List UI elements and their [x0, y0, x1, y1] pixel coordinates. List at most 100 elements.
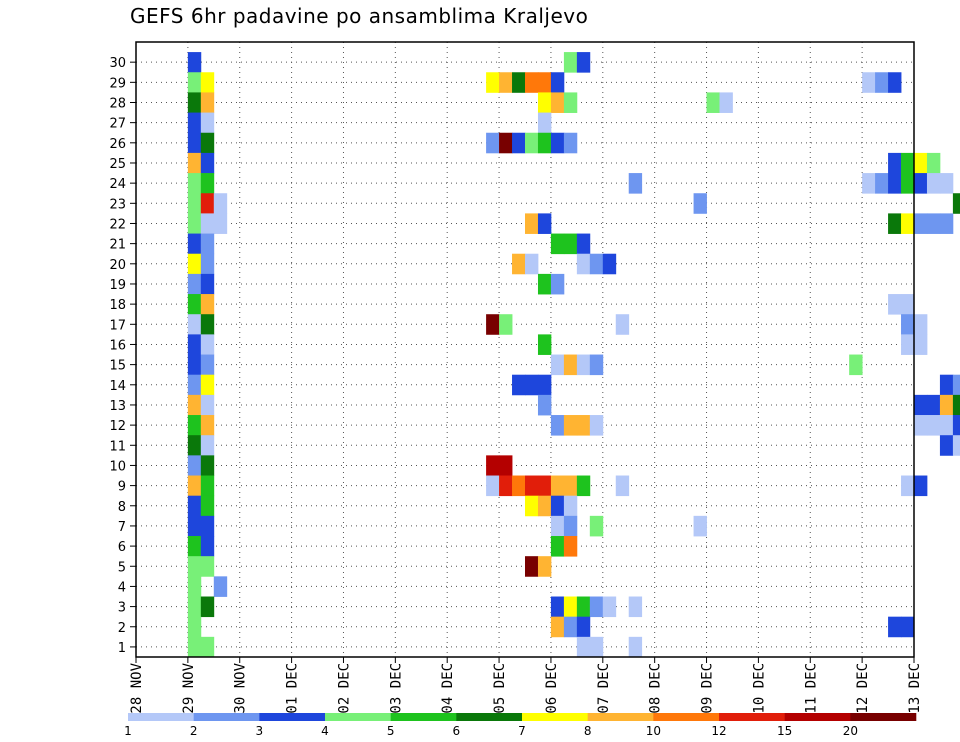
heat-cell [187, 334, 202, 355]
heat-cell [550, 415, 565, 436]
heat-cell [550, 72, 565, 93]
heat-cell [200, 253, 215, 275]
heat-cell [563, 616, 578, 638]
heat-cell [187, 616, 202, 638]
heat-cell [693, 515, 707, 537]
y-tick-label: 27 [109, 117, 126, 132]
heat-cell [939, 394, 954, 416]
heat-cell [589, 515, 604, 537]
heat-cell [939, 374, 954, 396]
heat-cell [901, 173, 915, 194]
heat-cell [563, 354, 578, 376]
heat-cell [525, 72, 539, 93]
legend-swatch [587, 713, 654, 721]
y-tick-label: 14 [109, 379, 126, 394]
heat-cell [200, 334, 215, 355]
heat-cell [499, 475, 513, 497]
y-tick-label: 9 [118, 480, 126, 495]
heat-cell [187, 394, 202, 416]
heat-cell [888, 213, 902, 234]
heat-cell [901, 152, 915, 174]
heat-cell [200, 596, 215, 618]
heat-cell [849, 354, 863, 376]
heat-cell [576, 52, 591, 73]
y-tick-label: 25 [109, 157, 126, 172]
heat-cell [563, 495, 578, 517]
heat-cell [888, 616, 902, 638]
heat-cell [888, 152, 902, 174]
heat-cell [875, 72, 889, 93]
heat-cell [525, 495, 539, 517]
heat-cell [187, 495, 202, 517]
x-tick-label: 12 DEC [855, 663, 871, 714]
heat-cell [550, 475, 565, 497]
heat-cell [576, 233, 591, 255]
heat-cell [914, 415, 928, 436]
x-tick-label: 06 DEC [544, 663, 560, 714]
y-tick-label: 26 [109, 137, 126, 152]
heat-cell [187, 475, 202, 497]
x-tick-label: 02 DEC [337, 663, 353, 714]
heat-cell [187, 515, 202, 537]
heat-cell [939, 173, 954, 194]
x-tick-label: 11 DEC [803, 663, 819, 714]
heat-cell [901, 475, 915, 497]
heat-cell [589, 596, 604, 618]
cells-layer [187, 52, 960, 658]
heat-cell [200, 213, 215, 234]
heat-cell [914, 394, 928, 416]
legend-swatch [456, 713, 523, 721]
heat-cell [550, 273, 565, 295]
heat-cell [576, 415, 591, 436]
heat-cell [563, 515, 578, 537]
heat-cell [537, 495, 552, 517]
heat-cell [550, 354, 565, 376]
heat-cell [200, 495, 215, 517]
heat-cell [537, 132, 552, 154]
legend-swatch [653, 713, 720, 721]
heat-cell [926, 152, 941, 174]
heat-cell [200, 152, 215, 174]
heat-cell [512, 132, 526, 154]
y-tick-label: 18 [109, 298, 126, 313]
heat-cell [550, 616, 565, 638]
heat-cell [615, 475, 630, 497]
heat-cell [563, 415, 578, 436]
x-tick-label: 08 DEC [648, 663, 664, 714]
heat-cell [875, 173, 889, 194]
heat-cell [200, 193, 215, 214]
heat-cell [550, 92, 565, 113]
heat-cell [615, 314, 630, 335]
heat-cell [537, 92, 552, 113]
heat-cell [926, 394, 941, 416]
heat-cell [213, 576, 228, 597]
heat-cell [512, 475, 526, 497]
y-tick-label: 15 [109, 359, 126, 374]
heat-cell [525, 374, 539, 396]
heat-cell [939, 213, 954, 234]
heat-cell [576, 354, 591, 376]
heat-cell [537, 475, 552, 497]
heat-cell [888, 173, 902, 194]
legend-label: 7 [518, 724, 526, 738]
legend-swatch [719, 713, 785, 721]
heat-cell [187, 92, 202, 113]
heat-cell [187, 52, 202, 73]
heat-cell [213, 213, 228, 234]
heat-cell [926, 213, 941, 234]
legend-label: 8 [584, 724, 592, 738]
heat-cell [187, 152, 202, 174]
heat-cell [512, 374, 526, 396]
heat-cell [537, 394, 552, 416]
legend-swatch [522, 713, 588, 721]
legend-label: 2 [190, 724, 198, 738]
y-tick-label: 21 [109, 238, 126, 253]
heat-cell [525, 213, 539, 234]
axes-layer: 1234567891011121314151617181920212223242… [109, 41, 923, 714]
heat-cell [576, 475, 591, 497]
heat-cell [914, 173, 928, 194]
heat-cell [628, 596, 643, 618]
heat-cell [589, 636, 604, 658]
heat-cell [602, 253, 617, 275]
heat-cell [200, 72, 215, 93]
